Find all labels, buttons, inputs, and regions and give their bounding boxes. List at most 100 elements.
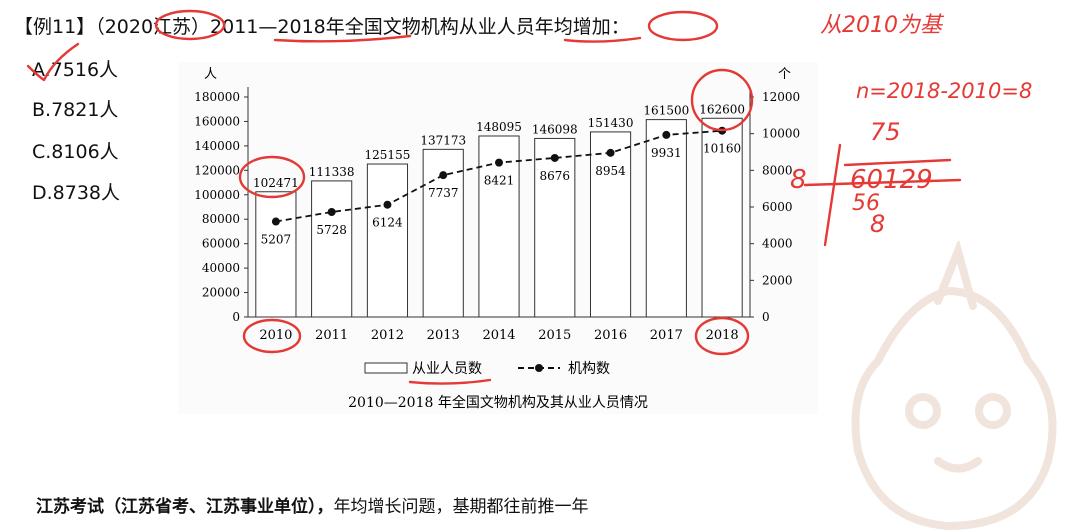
x-tick-label: 2014 xyxy=(482,328,515,343)
right-tick-label: 12000 xyxy=(762,90,800,104)
line-point xyxy=(439,171,448,180)
mascot-watermark xyxy=(851,241,1057,531)
chart-title: 2010—2018 年全国文物机构及其从业人员情况 xyxy=(348,394,648,411)
bar-data-label: 125155 xyxy=(365,148,411,162)
note-n-formula: n=2018-2010=8 xyxy=(856,79,1032,103)
left-tick-label: 100000 xyxy=(194,188,240,202)
question-stem: 2011—2018年全国文物机构从业人员年均增加： xyxy=(210,16,630,38)
underline-2011-2018 xyxy=(273,34,412,43)
circle-2010-label xyxy=(242,318,302,354)
left-tick-label: 20000 xyxy=(202,286,240,300)
left-tick-label: 80000 xyxy=(202,212,240,226)
line-point xyxy=(550,153,559,162)
bar xyxy=(534,137,576,318)
footer-bold: 江苏考试（江苏省考、江苏事业单位）， xyxy=(36,497,334,517)
division-step: 56 xyxy=(852,191,880,216)
line-data-label: 5207 xyxy=(261,233,292,247)
note-base-2010: 从2010为基 xyxy=(820,13,945,38)
question-title: 【例11】（2020江苏）2011—2018年全国文物机构从业人员年均增加： xyxy=(14,12,630,39)
division-dividend: 60129 xyxy=(850,165,933,195)
bar-data-label: 137173 xyxy=(420,133,466,147)
division-line xyxy=(843,158,952,167)
question-tag: 【例11】 xyxy=(14,16,96,38)
x-tick-label: 2010 xyxy=(259,328,292,343)
x-tick-label: 2017 xyxy=(650,328,683,343)
right-tick-label: 4000 xyxy=(762,237,793,251)
left-tick-label: 120000 xyxy=(194,163,240,177)
bar xyxy=(366,163,409,318)
chart-panel: 0 20000 40000 60000 80000 100000 120000 140000 1… xyxy=(178,62,818,414)
underline-legend-staff xyxy=(408,378,492,385)
line-point xyxy=(662,130,671,139)
right-tick-label: 6000 xyxy=(762,200,793,214)
division-bracket xyxy=(803,178,962,187)
bar-data-label: 161500 xyxy=(643,104,689,118)
legend-bar-swatch xyxy=(364,362,408,374)
underline-staff xyxy=(563,36,642,43)
right-tick-label: 2000 xyxy=(762,273,793,287)
circle-2010-value xyxy=(238,155,306,199)
line-data-label: 6124 xyxy=(372,216,403,230)
legend-bar-label: 从业人员数 xyxy=(412,361,482,377)
left-tick-label: 180000 xyxy=(194,90,240,104)
combo-chart: 0200004000060000800001000001200001400001… xyxy=(194,67,800,411)
option-b[interactable]: B.7821人 xyxy=(32,99,119,121)
footer-rest: 年均增长问题，基期都往前推一年 xyxy=(333,497,589,517)
checkmark-option-a xyxy=(26,42,80,82)
division-divisor: 8 xyxy=(790,165,807,195)
bar xyxy=(645,119,687,318)
left-tick-label: 0 xyxy=(232,310,240,324)
x-tick-label: 2011 xyxy=(315,328,348,343)
division-quotient: 75 xyxy=(870,118,901,146)
circle-2020 xyxy=(154,9,226,41)
option-d[interactable]: D.8738人 xyxy=(32,182,121,204)
line-data-label: 10160 xyxy=(703,142,741,156)
line-data-label: 9931 xyxy=(651,146,682,160)
line-data-label: 8421 xyxy=(484,174,515,188)
right-tick-label: 10000 xyxy=(762,127,800,141)
option-c[interactable]: C.8106人 xyxy=(32,141,119,163)
circle-2018-value xyxy=(690,68,754,132)
x-axis-labels: 2010 2011 2012 2013 2014 2015 2016 2017 2018 xyxy=(248,316,750,343)
right-axis-unit: 个 xyxy=(778,67,791,82)
bars: 102471 111338 125155 137173 148095 146098 1514… xyxy=(253,102,745,318)
right-axis: 0 2000 4000 6000 8000 10000 12000 xyxy=(749,87,800,324)
legend: 从业人员数 机构数 xyxy=(364,361,610,377)
line-point xyxy=(383,200,392,209)
x-tick-label: 2018 xyxy=(706,328,739,343)
legend-line-label: 机构数 xyxy=(568,361,610,377)
right-tick-label: 8000 xyxy=(762,163,793,177)
question-source: （2020江苏） xyxy=(95,16,211,38)
line-point xyxy=(495,158,503,167)
line-point xyxy=(327,207,336,216)
circle-2018-label xyxy=(694,316,750,356)
bar xyxy=(311,180,353,318)
line-data-label: 8676 xyxy=(540,169,571,183)
left-tick-label: 60000 xyxy=(202,237,240,251)
right-tick-label: 0 xyxy=(762,310,770,324)
circle-annual-increase xyxy=(647,10,719,42)
bar-data-label: 111338 xyxy=(309,165,355,179)
left-tick-label: 160000 xyxy=(194,114,240,128)
bar xyxy=(589,131,632,318)
legend-line-marker xyxy=(535,364,543,372)
line-data-label: 7737 xyxy=(428,186,459,200)
bar-data-label: 151430 xyxy=(588,116,634,130)
left-axis-unit: 人 xyxy=(204,67,217,82)
x-tick-label: 2013 xyxy=(427,328,460,343)
left-tick-label: 140000 xyxy=(194,139,240,153)
x-tick-label: 2016 xyxy=(594,328,627,343)
bar-data-label: 162600 xyxy=(699,102,745,116)
line-point xyxy=(606,148,615,157)
division-bar xyxy=(823,143,842,247)
footer-note: 江苏考试（江苏省考、江苏事业单位），年均增长问题，基期都往前推一年 xyxy=(36,492,589,517)
line-data-label: 8954 xyxy=(595,164,626,178)
line-data-label: 5728 xyxy=(316,223,347,237)
bar-data-label: 102471 xyxy=(253,176,299,190)
left-tick-label: 40000 xyxy=(202,261,240,275)
left-axis: 0 20000 40000 60000 80000 100000 120000 140000 1… xyxy=(194,87,249,324)
division-bottom: 8 xyxy=(870,210,885,238)
x-tick-label: 2012 xyxy=(371,328,404,343)
x-tick-label: 2015 xyxy=(538,328,571,343)
